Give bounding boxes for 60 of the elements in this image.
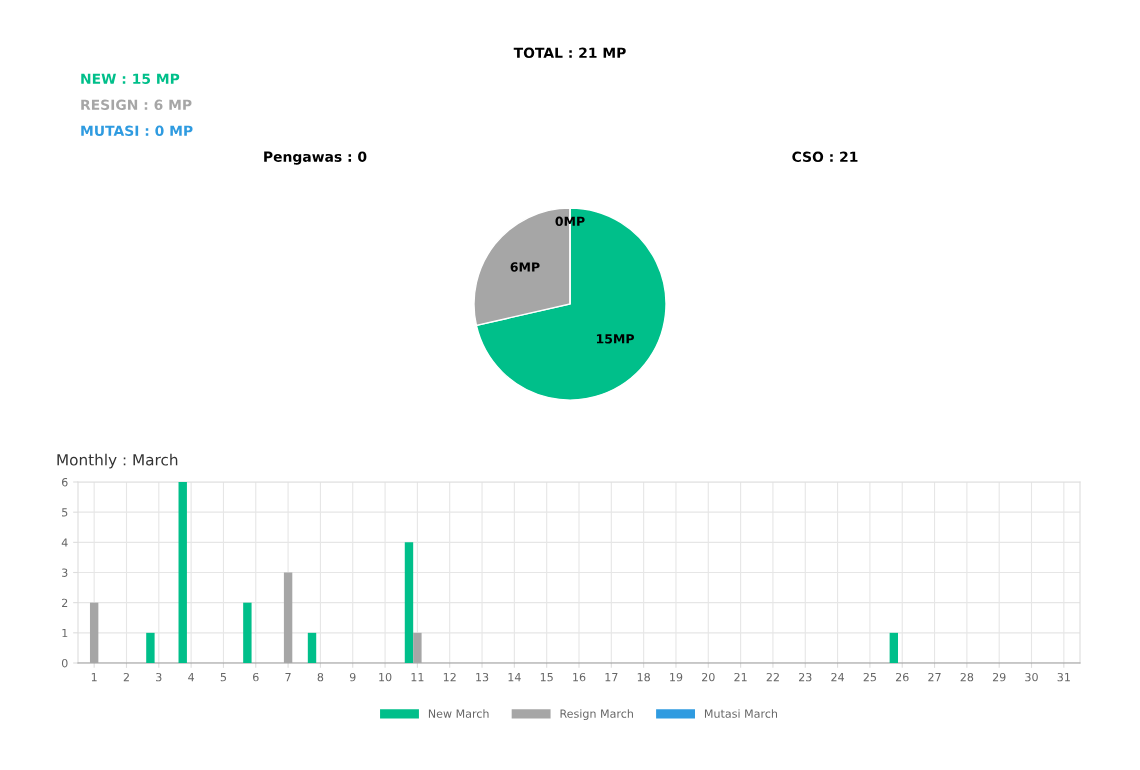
x-tick-label: 26 bbox=[895, 672, 909, 682]
y-tick-label: 6 bbox=[61, 477, 68, 487]
y-tick-label: 2 bbox=[62, 598, 68, 607]
x-tick-label: 24 bbox=[831, 672, 845, 682]
x-tick-label: 11 bbox=[411, 673, 424, 682]
y-tick-label: 4 bbox=[61, 538, 68, 547]
x-tick-label: 31 bbox=[1057, 672, 1070, 682]
x-tick-label: 23 bbox=[799, 672, 812, 682]
data-label: 15MP bbox=[596, 334, 635, 344]
x-tick-label: 22 bbox=[766, 672, 779, 682]
bar bbox=[178, 482, 187, 663]
y-tick-label: 1 bbox=[62, 628, 68, 638]
legend-label: New March bbox=[428, 709, 489, 718]
x-tick-label: 8 bbox=[317, 672, 324, 682]
legend-label: Resign March bbox=[560, 709, 633, 720]
x-tick-label: 19 bbox=[670, 672, 683, 682]
legend-label: Mutasi March bbox=[704, 709, 778, 718]
bar bbox=[243, 602, 252, 663]
x-tick-label: 3 bbox=[156, 672, 162, 682]
x-tick-label: 6 bbox=[253, 672, 259, 682]
text: MUTASI : 0 MP bbox=[81, 125, 193, 137]
x-tick-label: 1 bbox=[91, 673, 97, 682]
x-tick-label: 25 bbox=[863, 672, 876, 682]
y-tick-label: 0 bbox=[61, 658, 68, 668]
y-tick-label: 3 bbox=[62, 568, 68, 577]
x-tick-label: 17 bbox=[605, 673, 618, 682]
x-tick-label: 15 bbox=[540, 673, 553, 682]
bar bbox=[404, 542, 414, 663]
text: TOTAL : 21 MP bbox=[513, 47, 626, 59]
x-tick-label: 20 bbox=[702, 672, 715, 682]
x-tick-label: 4 bbox=[188, 673, 195, 682]
x-tick-label: 30 bbox=[1025, 672, 1038, 682]
bar bbox=[307, 632, 317, 663]
x-tick-label: 13 bbox=[476, 672, 489, 682]
x-tick-label: 28 bbox=[960, 672, 974, 682]
data-label: 6MP bbox=[510, 262, 540, 272]
bar bbox=[283, 572, 293, 663]
x-tick-label: 5 bbox=[220, 673, 227, 682]
text: CSO : 21 bbox=[792, 151, 858, 163]
x-tick-label: 27 bbox=[928, 672, 941, 682]
x-tick-label: 21 bbox=[734, 672, 747, 682]
x-tick-label: 10 bbox=[379, 672, 392, 682]
bar bbox=[146, 632, 155, 663]
x-tick-label: 7 bbox=[285, 673, 291, 682]
x-tick-label: 14 bbox=[508, 673, 521, 682]
x-tick-label: 12 bbox=[443, 672, 456, 682]
x-tick-label: 29 bbox=[992, 672, 1006, 682]
x-tick-label: 16 bbox=[573, 672, 586, 682]
text: RESIGN : 6 MP bbox=[81, 99, 192, 111]
bar bbox=[89, 602, 99, 663]
y-tick-label: 5 bbox=[62, 508, 68, 517]
text: NEW : 15 MP bbox=[81, 73, 180, 85]
x-tick-label: 9 bbox=[349, 672, 356, 682]
chart-title: Monthly : March bbox=[57, 453, 178, 469]
pie-slice bbox=[475, 207, 667, 401]
x-tick-label: 18 bbox=[637, 672, 650, 682]
text: Pengawas : 0 bbox=[264, 151, 367, 165]
x-tick-label: 2 bbox=[123, 672, 129, 682]
bar bbox=[889, 632, 899, 663]
bar bbox=[413, 632, 422, 663]
